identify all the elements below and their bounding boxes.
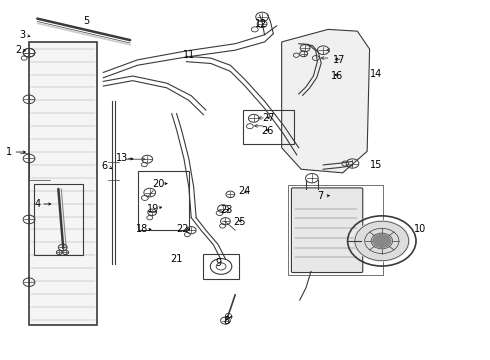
Text: 19: 19 (147, 204, 159, 214)
Text: 27: 27 (262, 113, 275, 123)
Text: 2: 2 (15, 45, 22, 55)
Text: 21: 21 (171, 254, 183, 264)
Bar (288, 185, 383, 275)
Text: 24: 24 (238, 186, 250, 197)
FancyBboxPatch shape (292, 188, 363, 273)
Text: 13: 13 (116, 153, 128, 163)
Text: 18: 18 (136, 225, 148, 234)
Text: 9: 9 (215, 258, 221, 268)
Text: 8: 8 (223, 316, 229, 325)
Text: 14: 14 (370, 69, 382, 79)
Text: 12: 12 (255, 19, 268, 29)
Text: 10: 10 (414, 225, 426, 234)
Text: 23: 23 (220, 206, 233, 216)
Text: 5: 5 (83, 17, 89, 27)
Text: 16: 16 (331, 71, 343, 81)
Text: 7: 7 (318, 191, 324, 201)
Text: 22: 22 (176, 225, 189, 234)
Bar (34, 184, 83, 255)
Text: 26: 26 (261, 126, 273, 136)
Circle shape (372, 234, 392, 248)
Text: 6: 6 (102, 161, 108, 171)
Text: 3: 3 (20, 31, 26, 40)
Circle shape (353, 220, 410, 262)
Bar (138, 171, 189, 230)
Polygon shape (29, 42, 98, 325)
Text: 4: 4 (34, 199, 40, 209)
Text: 17: 17 (333, 55, 345, 65)
Text: 20: 20 (152, 179, 164, 189)
Text: 11: 11 (183, 50, 195, 60)
Text: 15: 15 (370, 160, 382, 170)
Bar (243, 110, 294, 144)
Text: 25: 25 (233, 217, 245, 227)
Text: 1: 1 (6, 147, 13, 157)
Polygon shape (282, 30, 369, 173)
Bar (203, 254, 239, 279)
